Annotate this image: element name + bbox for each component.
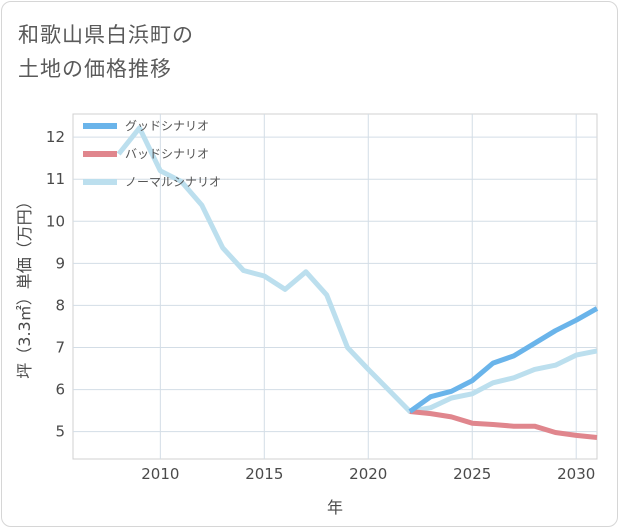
x-axis-title: 年 — [327, 498, 343, 517]
chart-title-line-1: 和歌山県白浜町の — [18, 23, 194, 47]
y-tick-labels: 5 6 7 8 9 10 11 12 — [46, 128, 65, 441]
y-tick-label-12: 12 — [46, 128, 65, 146]
y-tick-label-8: 8 — [55, 296, 65, 314]
y-tick-label-10: 10 — [46, 212, 65, 230]
plot-area — [72, 113, 598, 460]
legend-label-bad: バッドシナリオ — [125, 147, 209, 161]
x-tick-labels: 2010 2015 2020 2025 2030 — [141, 465, 595, 483]
chart-title-line-2: 土地の価格推移 — [18, 57, 172, 81]
x-tick-label-2020: 2020 — [349, 465, 387, 483]
chart-title: 和歌山県白浜町の 土地の価格推移 — [18, 18, 194, 86]
series-line-good — [408, 306, 599, 414]
x-tick-label-2025: 2025 — [453, 465, 491, 483]
x-tick-label-2010: 2010 — [141, 465, 179, 483]
x-tick-label-2015: 2015 — [245, 465, 283, 483]
y-tick-label-9: 9 — [55, 254, 65, 272]
grid-lines — [73, 114, 597, 459]
y-tick-label-7: 7 — [55, 339, 65, 357]
y-tick-label-5: 5 — [55, 423, 65, 441]
series-layer — [116, 125, 599, 440]
legend-label-normal: ノーマルシナリオ — [125, 175, 221, 189]
y-axis-title: 坪（3.3㎡）単価（万円） — [15, 193, 34, 378]
series-line-normal — [116, 125, 598, 414]
y-tick-label-11: 11 — [46, 170, 65, 188]
x-tick-label-2030: 2030 — [557, 465, 595, 483]
legend-label-good: グッドシナリオ — [125, 119, 209, 133]
y-tick-label-6: 6 — [55, 381, 65, 399]
series-line-bad — [409, 409, 598, 440]
